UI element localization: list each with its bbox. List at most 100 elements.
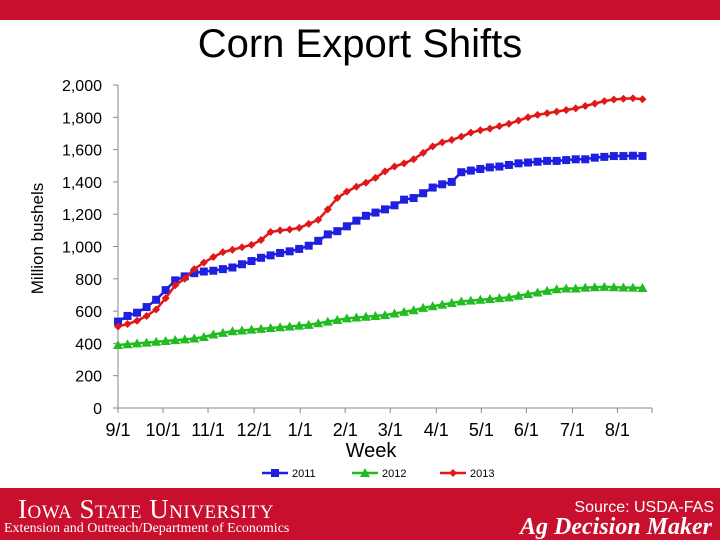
data-point-2011 bbox=[381, 205, 389, 214]
data-point-2012 bbox=[122, 339, 133, 349]
data-point-2012 bbox=[532, 287, 543, 297]
data-point-2013 bbox=[199, 258, 208, 267]
data-point-2011 bbox=[361, 211, 370, 220]
data-point-2013 bbox=[361, 178, 370, 187]
university-logo: Iowa State University bbox=[18, 494, 274, 524]
y-tick-label: 400 bbox=[75, 336, 102, 353]
data-point-2012 bbox=[608, 282, 619, 292]
data-point-2012 bbox=[322, 316, 333, 326]
data-point-2013 bbox=[276, 226, 285, 235]
data-point-2012 bbox=[465, 295, 476, 305]
data-point-2011 bbox=[133, 308, 142, 317]
data-point-2013 bbox=[619, 94, 628, 103]
data-point-2011 bbox=[295, 244, 304, 253]
data-point-2012 bbox=[513, 290, 524, 300]
data-point-2011 bbox=[152, 295, 161, 304]
data-point-2013 bbox=[333, 194, 342, 203]
data-point-2013 bbox=[476, 126, 485, 135]
data-point-2013 bbox=[543, 109, 552, 118]
data-point-2012 bbox=[332, 314, 343, 324]
data-point-2013 bbox=[257, 236, 266, 245]
data-point-2012 bbox=[236, 325, 247, 335]
data-point-2011 bbox=[333, 227, 342, 236]
data-point-2012 bbox=[284, 321, 295, 331]
data-point-2013 bbox=[524, 113, 533, 122]
data-point-2012 bbox=[179, 334, 190, 344]
data-point-2011 bbox=[304, 241, 313, 250]
data-point-2011 bbox=[476, 164, 485, 173]
y-tick-label: 200 bbox=[75, 369, 102, 386]
data-point-2012 bbox=[151, 336, 162, 346]
data-point-2012 bbox=[494, 293, 505, 303]
data-point-2011 bbox=[504, 160, 513, 169]
data-point-2012 bbox=[418, 302, 429, 312]
y-tick-label: 1,400 bbox=[62, 175, 102, 192]
legend-label: 2013 bbox=[470, 468, 494, 480]
data-point-2013 bbox=[314, 215, 323, 224]
data-point-2013 bbox=[133, 316, 142, 325]
data-point-2012 bbox=[380, 310, 390, 320]
data-point-2013 bbox=[466, 128, 475, 137]
data-point-2012 bbox=[580, 282, 591, 292]
data-point-2013 bbox=[142, 311, 151, 320]
data-point-2011 bbox=[209, 266, 218, 275]
data-point-2012 bbox=[484, 293, 495, 303]
data-point-2012 bbox=[627, 282, 638, 292]
data-point-2013 bbox=[409, 155, 418, 164]
data-point-2013 bbox=[400, 159, 409, 168]
data-point-2012 bbox=[437, 299, 448, 309]
data-point-2012 bbox=[570, 283, 581, 293]
data-point-2011 bbox=[218, 265, 227, 274]
data-point-2013 bbox=[638, 95, 647, 104]
data-point-2012 bbox=[551, 284, 562, 294]
data-point-2011 bbox=[123, 311, 132, 320]
data-point-2011 bbox=[590, 153, 599, 162]
data-point-2012 bbox=[351, 312, 362, 322]
data-point-2013 bbox=[485, 124, 494, 133]
data-point-2013 bbox=[590, 99, 599, 108]
data-point-2011 bbox=[543, 156, 552, 165]
export-line-chart: 0 200 400 600 800 1,000 1,200 1,400 1,600 1,800 2,… bbox=[28, 78, 653, 480]
data-point-2011 bbox=[514, 159, 523, 168]
y-tick-label: 600 bbox=[75, 304, 102, 321]
data-point-2011 bbox=[257, 253, 266, 262]
data-point-2012 bbox=[132, 338, 143, 348]
data-point-2011 bbox=[600, 152, 609, 161]
data-point-2013 bbox=[609, 95, 618, 104]
data-point-2011 bbox=[342, 222, 351, 231]
data-point-2012 bbox=[313, 318, 324, 328]
data-point-2012 bbox=[303, 319, 314, 329]
source-note: Source: USDA-FAS bbox=[574, 499, 714, 516]
data-point-2012 bbox=[198, 331, 209, 341]
data-point-2013 bbox=[495, 122, 504, 131]
data-point-2013 bbox=[457, 132, 466, 141]
data-point-2011 bbox=[438, 180, 447, 189]
department-text: Extension and Outreach/Department of Eco… bbox=[4, 521, 290, 536]
data-point-2013 bbox=[533, 110, 542, 119]
data-point-2012 bbox=[599, 281, 610, 291]
y-tick-label: 1,600 bbox=[62, 143, 102, 160]
data-point-2012 bbox=[341, 313, 352, 323]
legend-marker-2013 bbox=[449, 469, 457, 477]
legend-marker-2012 bbox=[360, 468, 370, 477]
x-tick-label: 12/1 bbox=[237, 420, 272, 440]
data-point-2012 bbox=[189, 333, 200, 343]
chart-title: Corn Export Shifts bbox=[197, 22, 523, 66]
y-tick-label: 800 bbox=[75, 272, 102, 289]
data-point-2011 bbox=[419, 189, 428, 198]
data-point-2013 bbox=[295, 223, 304, 232]
x-tick-label: 1/1 bbox=[288, 420, 313, 440]
data-point-2011 bbox=[199, 267, 208, 276]
data-point-2012 bbox=[360, 311, 371, 321]
data-point-2011 bbox=[228, 263, 237, 272]
data-point-2013 bbox=[352, 182, 361, 191]
data-point-2013 bbox=[342, 187, 351, 196]
x-tick-label: 10/1 bbox=[146, 420, 181, 440]
data-point-2013 bbox=[209, 252, 218, 261]
x-axis-label: Week bbox=[346, 440, 398, 462]
data-point-2011 bbox=[114, 317, 122, 326]
data-point-2012 bbox=[456, 296, 467, 306]
x-tick-label: 8/1 bbox=[605, 420, 630, 440]
data-point-2012 bbox=[523, 289, 534, 299]
data-point-2013 bbox=[600, 97, 609, 106]
